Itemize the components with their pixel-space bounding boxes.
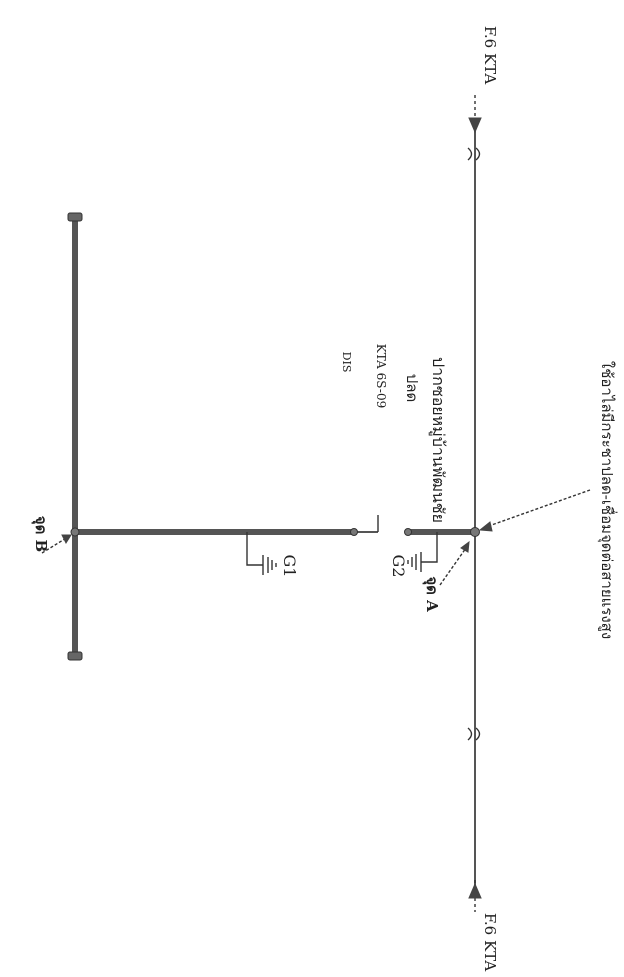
junction-point-b xyxy=(70,527,80,537)
bus-b xyxy=(67,212,83,661)
ground-g2-label: G2 xyxy=(389,555,408,578)
point-a-arrow xyxy=(439,540,470,586)
location-name-label: ปากซอยหมู่บ้านพัฒนชัย xyxy=(428,357,448,523)
switch-contact-right xyxy=(404,528,412,536)
switch-tag-line3: ปลด xyxy=(403,374,421,402)
switch-tag-line2: KTA 6S-09 xyxy=(374,344,388,408)
feeder-arrow-bottom xyxy=(468,880,482,912)
feeder-label-top: F.6 KTA xyxy=(481,26,499,85)
line-break-mark-top xyxy=(467,147,481,161)
feeder-arrow-top xyxy=(468,95,482,134)
point-a-label: จุด A xyxy=(422,576,441,612)
connection-note: ใช้อาไล่มีกระชาปลด-เชื่อมจุดต่อสายแรงสูง xyxy=(597,361,618,639)
disconnect-switch xyxy=(350,515,412,536)
ground-g1-label: G1 xyxy=(280,555,299,578)
note-arrow xyxy=(478,489,591,532)
ground-g1 xyxy=(246,532,277,575)
junction-point-a xyxy=(470,527,480,537)
bus-end-cap-top xyxy=(67,212,83,222)
feeder-main-line xyxy=(467,125,481,890)
bus-end-cap-bottom xyxy=(67,651,83,661)
line-break-mark-bottom xyxy=(467,727,481,741)
feeder-label-bottom: F.6 KTA xyxy=(481,913,499,972)
switch-tag-line1: DIS xyxy=(340,352,353,373)
ground-g2 xyxy=(407,532,438,572)
switch-contact-left xyxy=(350,528,358,536)
point-b-arrow xyxy=(41,534,72,554)
point-b-label: จุด B xyxy=(31,516,50,552)
